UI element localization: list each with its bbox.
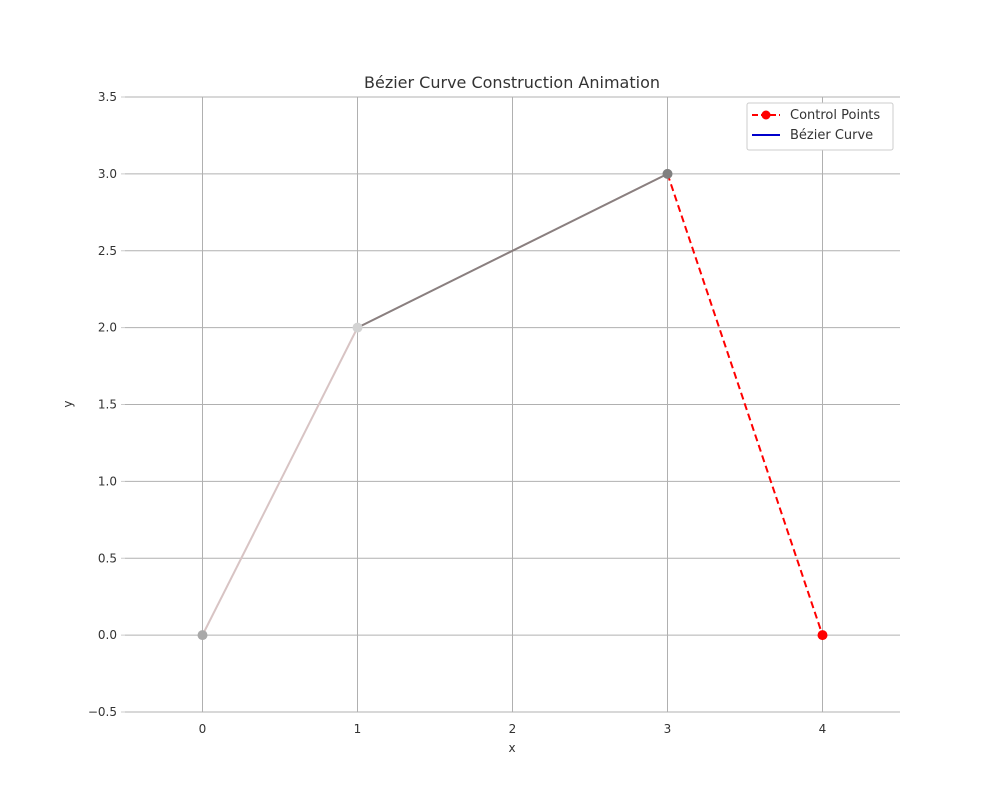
x-tick-label: 4 <box>819 722 827 736</box>
control-point-marker <box>817 630 828 641</box>
x-axis-label: x <box>508 741 515 755</box>
y-tick-label: 1.5 <box>98 398 117 412</box>
x-tick-label: 0 <box>199 722 207 736</box>
y-axis-ticks: −0.5 0.0 0.5 1.0 1.5 2.0 2.5 3.0 3.5 <box>88 90 125 719</box>
points <box>197 168 828 641</box>
chart-title: Bézier Curve Construction Animation <box>364 73 660 92</box>
construction-point-0 <box>197 630 208 641</box>
y-tick-label: 3.5 <box>98 90 117 104</box>
legend-bezier-curve-label: Bézier Curve <box>790 128 873 143</box>
construction-point-2 <box>662 168 673 179</box>
y-tick-label: 2.0 <box>98 321 117 335</box>
x-axis-ticks: 0 1 2 3 4 <box>199 722 827 736</box>
y-tick-label: 0.0 <box>98 628 117 642</box>
x-tick-label: 1 <box>354 722 362 736</box>
legend: Control Points Bézier Curve <box>746 102 894 151</box>
x-tick-label: 3 <box>664 722 672 736</box>
construction-lines <box>201 172 668 636</box>
x-tick-label: 2 <box>509 722 517 736</box>
y-tick-label: 0.5 <box>98 551 117 565</box>
legend-box <box>746 102 894 151</box>
construction-segment-0 <box>201 327 359 636</box>
legend-control-points-marker <box>761 110 771 120</box>
series <box>666 173 824 636</box>
y-tick-label: 1.0 <box>98 474 117 488</box>
grid <box>125 96 900 713</box>
y-tick-label: 2.5 <box>98 244 117 258</box>
construction-point-1 <box>352 322 363 333</box>
legend-control-points-label: Control Points <box>790 108 880 123</box>
y-tick-label: −0.5 <box>88 705 117 719</box>
series-line-0 <box>666 173 824 636</box>
y-axis-label: y <box>61 400 75 407</box>
y-tick-label: 3.0 <box>98 167 117 181</box>
construction-segment-1 <box>357 172 668 329</box>
